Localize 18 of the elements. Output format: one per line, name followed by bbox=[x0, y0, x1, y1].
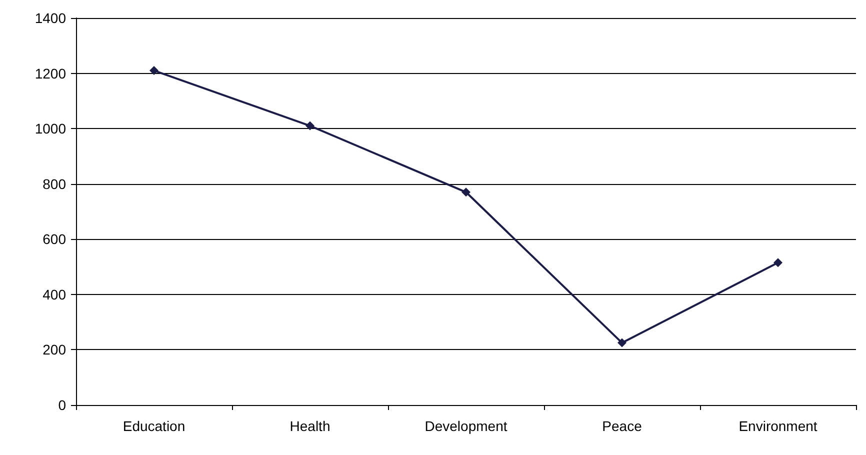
point bbox=[774, 258, 782, 268]
y-tick-label: 1400 bbox=[34, 10, 66, 26]
x-tick-label: Education bbox=[122, 418, 186, 434]
point bbox=[306, 121, 314, 130]
y-tick-label: 0 bbox=[58, 397, 66, 413]
x-tick-label: Health bbox=[290, 418, 330, 434]
y-tick-label: 400 bbox=[42, 286, 66, 302]
point bbox=[462, 188, 470, 197]
x-tick-label: Development bbox=[424, 418, 508, 434]
point bbox=[618, 338, 626, 348]
y-tick-label: 1200 bbox=[34, 65, 66, 82]
y-tick-label: 800 bbox=[42, 176, 66, 192]
y-tick-label: 600 bbox=[42, 231, 66, 248]
x-tick-label: Peace bbox=[602, 418, 642, 434]
x-tick-label: Environment bbox=[738, 418, 818, 434]
y-tick-label: 200 bbox=[42, 342, 66, 358]
point bbox=[150, 66, 158, 76]
y-tick-label: 1000 bbox=[34, 120, 66, 137]
